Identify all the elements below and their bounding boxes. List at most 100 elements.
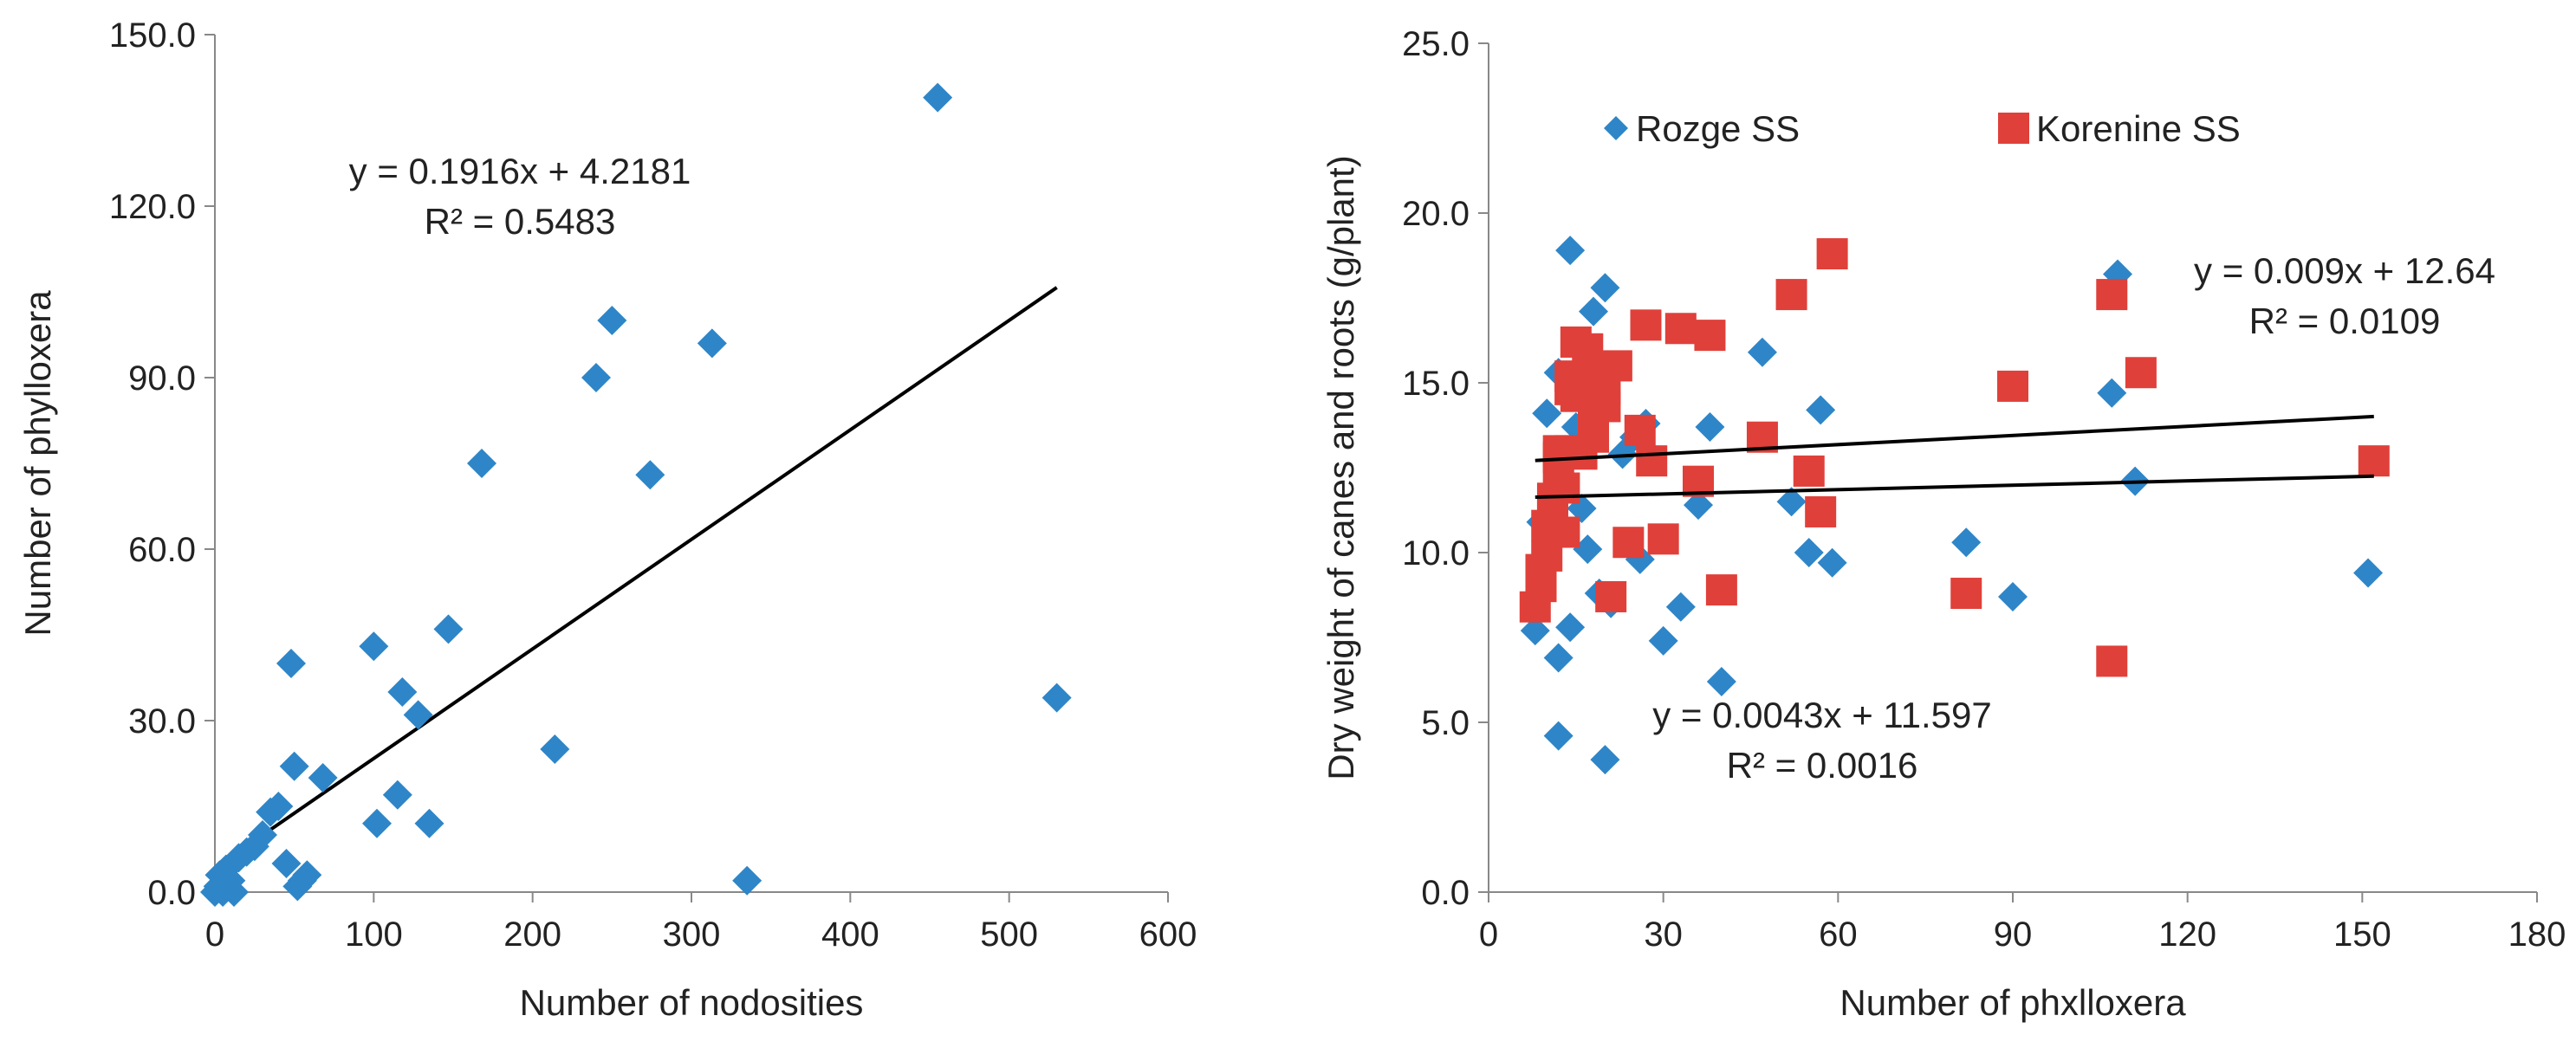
x-tick-label: 0 [1479, 915, 1498, 954]
x-tick-label: 400 [821, 915, 879, 954]
y-tick-label: 5.0 [1421, 704, 1470, 742]
data-point-diamond [1579, 296, 1608, 327]
data-point-diamond [1776, 487, 1807, 517]
data-point-square [1636, 445, 1668, 477]
data-point-diamond [276, 649, 306, 678]
data-point-square [1624, 414, 1656, 446]
y-tick-label: 90.0 [128, 359, 196, 398]
trendline-lower [1535, 474, 2374, 500]
data-point-square [1705, 574, 1737, 606]
y-tick-label: 0.0 [1421, 874, 1470, 912]
data-point-diamond [279, 751, 309, 781]
data-point-diamond [581, 363, 611, 392]
x-tick-label: 600 [1139, 915, 1197, 954]
chart-phylloxera-vs-dry-weight: 0.05.010.015.020.025.0 0 30 60 90 120 150 180 … [1320, 25, 2566, 1023]
data-point-diamond [1543, 721, 1574, 751]
data-point-square [1805, 495, 1837, 527]
x-axis-label: Number of phxlloxera [1840, 982, 2186, 1023]
x-tick-label: 0 [205, 915, 224, 954]
y-axis-ticks: 0.0 30.0 60.0 90.0 120.0 150.0 [109, 16, 215, 912]
data-point-diamond [263, 792, 294, 821]
data-point-diamond [635, 460, 665, 490]
data-point-diamond [382, 780, 412, 810]
x-axis-ticks: 0 100 200 300 400 500 600 [205, 892, 1197, 954]
y-tick-label: 150.0 [109, 16, 196, 55]
data-point-square [1950, 578, 1982, 610]
data-point-diamond [1695, 411, 1725, 442]
y-tick-label: 25.0 [1402, 25, 1470, 63]
data-point-diamond [732, 865, 762, 896]
data-point-diamond [1590, 745, 1620, 775]
data-point-square [1647, 523, 1679, 555]
data-point-diamond [1817, 547, 1847, 578]
x-tick-label: 180 [2508, 915, 2566, 954]
x-axis-ticks: 0 30 60 90 120 150 180 [1479, 892, 2566, 954]
data-point-square [1630, 309, 1662, 341]
legend-marker-korenine [1998, 113, 2029, 144]
data-point-square [1612, 527, 1645, 559]
data-point-diamond [923, 82, 953, 113]
data-point-diamond [248, 820, 277, 850]
data-point-diamond [597, 306, 627, 335]
chart-nodosities-vs-phylloxera: 0.0 30.0 60.0 90.0 120.0 150.0 0 100 200 300 400 5… [17, 16, 1197, 1023]
data-point-diamond [403, 700, 433, 730]
y-tick-label: 15.0 [1402, 365, 1470, 403]
x-tick-label: 200 [503, 915, 561, 954]
data-point-diamond [1520, 616, 1550, 646]
trend-equation: y = 0.1916x + 4.2181 [349, 151, 691, 191]
data-point-diamond [414, 808, 444, 838]
data-point-diamond [1648, 625, 1678, 656]
data-point-square [1595, 580, 1627, 612]
y-tick-label: 10.0 [1402, 534, 1470, 573]
y-axis-label: Number of phylloxera [17, 290, 58, 637]
data-point-diamond [219, 877, 249, 907]
data-point-square [1548, 472, 1580, 504]
data-point-diamond [1573, 534, 1603, 565]
x-tick-label: 300 [663, 915, 721, 954]
trend-r-squared: R² = 0.5483 [425, 201, 616, 242]
trendline-upper [1535, 414, 2374, 463]
x-tick-label: 500 [980, 915, 1038, 954]
data-point-square [2358, 445, 2390, 477]
x-axis-label: Number of nodosities [520, 982, 864, 1023]
data-point-diamond [1794, 538, 1824, 567]
y-tick-label: 30.0 [128, 702, 196, 741]
data-point-square [1997, 370, 2028, 402]
x-tick-label: 30 [1644, 915, 1683, 954]
data-point-diamond [271, 849, 302, 878]
data-point-diamond [433, 614, 464, 644]
trend-equation-lower: y = 0.0043x + 11.597 [1652, 695, 1992, 735]
x-tick-label: 150 [2333, 915, 2391, 954]
data-point-diamond [2353, 558, 2384, 588]
data-point-diamond [467, 449, 496, 478]
data-point-square [2125, 357, 2157, 389]
data-point-square [1793, 455, 1825, 487]
data-point-diamond [292, 860, 322, 890]
y-tick-label: 20.0 [1402, 195, 1470, 233]
data-point-diamond [1590, 273, 1620, 303]
data-point-square [1694, 320, 1726, 352]
data-point-diamond [1041, 682, 1072, 713]
trend-r-squared-lower: R² = 0.0016 [1727, 745, 1918, 786]
data-point-diamond [1684, 490, 1713, 521]
data-point-square [1548, 516, 1580, 548]
data-point-diamond [1998, 581, 2028, 611]
x-tick-label: 100 [345, 915, 403, 954]
data-point-diamond [362, 808, 392, 838]
data-point-square [1600, 350, 1632, 382]
x-tick-label: 90 [1994, 915, 2033, 954]
x-tick-label: 60 [1819, 915, 1858, 954]
data-point-diamond [1951, 527, 1982, 558]
data-point-diamond [1555, 236, 1586, 266]
data-point-diamond [1747, 337, 1777, 367]
data-points [200, 82, 1072, 907]
y-axis-label: Dry weight of canes and roots (g/plant) [1320, 155, 1361, 780]
trend-r-squared-upper: R² = 0.0109 [2249, 301, 2441, 341]
data-point-diamond [359, 631, 389, 662]
y-tick-label: 120.0 [109, 188, 196, 226]
legend-label-korenine: Korenine SS [2036, 108, 2241, 149]
legend-marker-rozge [1604, 116, 1628, 140]
data-point-square [2096, 645, 2128, 677]
